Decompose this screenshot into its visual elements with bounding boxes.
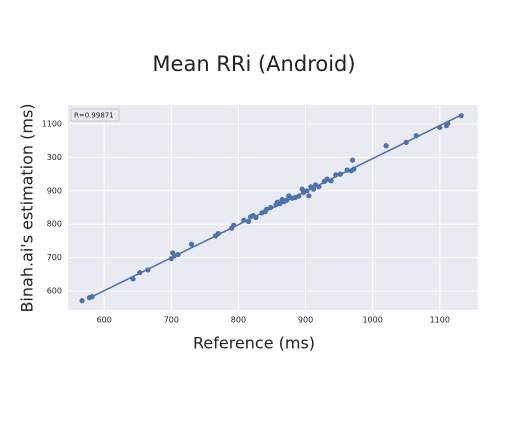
point — [296, 193, 302, 199]
y-tick-label: 600 — [47, 286, 62, 295]
point — [337, 171, 344, 177]
point — [458, 113, 464, 119]
point — [79, 298, 85, 304]
point — [284, 197, 290, 203]
x-tick-label: 700 — [164, 316, 179, 325]
point — [403, 139, 409, 145]
x-tick-label: 1000 — [362, 316, 382, 325]
y-tick-label: 900 — [47, 186, 62, 195]
chart-title: Mean RRi (Android) — [152, 52, 355, 76]
point — [188, 241, 195, 247]
x-tick-label: 900 — [298, 316, 313, 325]
y-axis-label: Binah.ai's estimation (ms) — [18, 103, 37, 312]
annotation-box — [70, 108, 120, 122]
y-tick-label: 300 — [47, 153, 62, 162]
point — [277, 200, 283, 207]
point — [245, 218, 252, 225]
point — [306, 193, 312, 199]
point — [253, 214, 259, 221]
point — [445, 120, 451, 126]
point — [351, 166, 357, 172]
point — [344, 167, 350, 173]
point — [268, 204, 274, 211]
point — [333, 172, 339, 178]
point — [437, 124, 443, 130]
y-tick-label: 1100 — [42, 120, 62, 129]
point — [215, 230, 221, 237]
x-tick-label: 800 — [231, 316, 246, 325]
point — [304, 188, 310, 194]
point — [413, 133, 419, 139]
x-tick-label: 600 — [97, 316, 112, 325]
annotation: R=0.99871 — [74, 112, 114, 120]
point — [383, 143, 389, 149]
point — [324, 176, 330, 182]
point — [328, 178, 334, 184]
point — [137, 270, 143, 276]
y-tick-label: 700 — [47, 253, 62, 262]
point — [130, 276, 136, 282]
point — [231, 222, 237, 228]
point — [349, 157, 356, 163]
point — [175, 251, 181, 258]
point — [89, 294, 95, 300]
x-tick-label: 1100 — [430, 316, 450, 325]
point — [168, 255, 174, 262]
x-axis-label: Reference (ms) — [193, 334, 315, 353]
point — [316, 184, 322, 190]
point — [310, 186, 317, 192]
point — [145, 267, 151, 273]
y-tick-label: 800 — [47, 220, 62, 229]
point — [241, 217, 247, 223]
point — [264, 206, 270, 212]
